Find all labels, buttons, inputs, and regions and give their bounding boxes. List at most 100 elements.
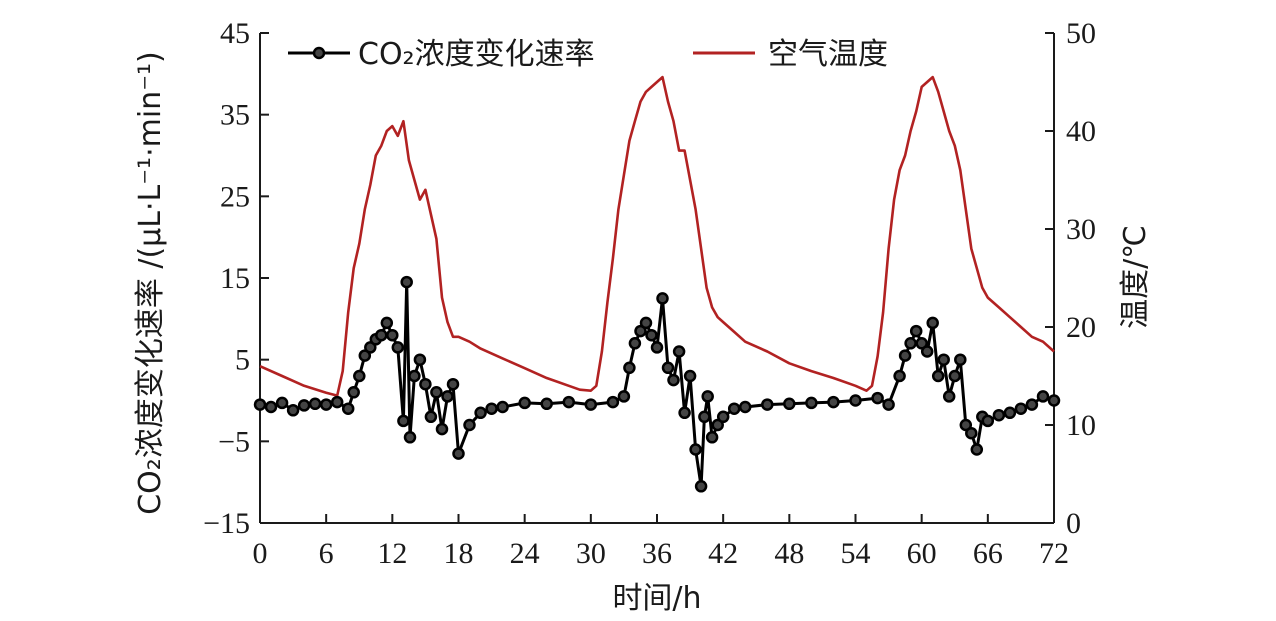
- axes: [259, 33, 1055, 524]
- series-line: [259, 280, 1055, 488]
- data-point: [540, 397, 553, 411]
- legend-temp-label: 空气温度: [768, 37, 888, 72]
- data-point: [364, 341, 377, 354]
- x-axis-ticks: 0 6 12 18 24 30 36 42 48 54 60 66 72: [253, 514, 1069, 570]
- data-point: [452, 447, 465, 460]
- data-point: [942, 390, 956, 403]
- data-point: [920, 345, 934, 358]
- data-point: [783, 397, 796, 411]
- data-point: [882, 398, 895, 411]
- data-point: [650, 341, 664, 354]
- data-point: [981, 414, 995, 428]
- data-point: [413, 353, 427, 366]
- right-tick-label: 0: [1066, 507, 1081, 540]
- data-point: [661, 361, 675, 375]
- data-point: [375, 328, 388, 342]
- x-axis-title: 时间/h: [612, 581, 701, 616]
- x-tick-label: 42: [708, 537, 738, 570]
- data-point: [954, 353, 967, 366]
- x-tick-label: 54: [841, 537, 871, 570]
- data-point: [496, 400, 509, 414]
- data-point: [926, 316, 939, 330]
- data-point: [485, 402, 498, 415]
- data-point: [672, 345, 686, 358]
- x-tick-label: 24: [510, 537, 540, 570]
- right-tick-label: 30: [1066, 213, 1096, 246]
- data-point: [678, 406, 691, 420]
- data-point: [827, 395, 840, 409]
- data-point: [1003, 406, 1017, 420]
- series-line: [259, 75, 1055, 397]
- data-point: [931, 369, 945, 383]
- data-point: [992, 408, 1006, 422]
- data-point: [347, 386, 360, 399]
- data-point: [463, 418, 476, 432]
- data-point: [893, 369, 906, 383]
- x-tick-label: 6: [319, 537, 334, 570]
- data-point: [391, 341, 405, 354]
- data-point: [446, 377, 460, 391]
- data-point: [711, 418, 724, 432]
- x-tick-label: 0: [253, 537, 268, 570]
- data-point: [297, 399, 311, 412]
- data-point: [623, 361, 636, 375]
- data-point: [639, 316, 653, 330]
- right-tick-label: 10: [1066, 409, 1096, 442]
- data-point: [1036, 390, 1050, 403]
- right-tick-label: 40: [1066, 115, 1096, 148]
- x-tick-label: 18: [444, 537, 474, 570]
- legend: CO₂浓度变化速率 空气温度: [288, 37, 888, 72]
- x-tick-label: 12: [377, 537, 407, 570]
- legend-co2-label: CO₂浓度变化速率: [358, 37, 595, 72]
- data-point: [441, 390, 454, 403]
- data-point: [606, 395, 620, 409]
- series-air-temperature: [259, 75, 1055, 397]
- left-y-axis-title: CO₂浓度变化速率 /(μL·L⁻¹·min⁻¹): [133, 51, 168, 515]
- x-tick-label: 66: [973, 537, 1003, 570]
- data-point: [628, 337, 642, 350]
- data-point: [634, 324, 647, 338]
- data-point: [397, 414, 410, 428]
- data-point: [400, 275, 413, 289]
- data-point: [435, 422, 449, 436]
- left-tick-label: 45: [220, 17, 250, 50]
- right-y-axis-title: 温度/℃: [1118, 225, 1153, 329]
- data-point: [386, 328, 399, 342]
- data-point: [408, 369, 421, 383]
- left-tick-label: 5: [235, 344, 250, 377]
- data-point: [319, 398, 333, 411]
- right-tick-label: 20: [1066, 311, 1096, 344]
- data-point: [904, 337, 917, 350]
- x-tick-label: 60: [907, 537, 937, 570]
- data-point: [698, 410, 711, 424]
- data-point: [705, 431, 719, 444]
- data-point: [727, 402, 741, 415]
- data-point: [694, 480, 708, 493]
- data-point: [805, 396, 818, 410]
- data-point: [959, 418, 973, 432]
- data-point: [474, 406, 487, 420]
- data-point: [965, 426, 978, 440]
- data-point: [683, 369, 697, 383]
- data-point: [716, 410, 730, 424]
- left-tick-label: 35: [220, 99, 250, 132]
- data-point: [264, 400, 278, 414]
- data-point: [380, 316, 394, 330]
- data-point: [562, 395, 576, 409]
- left-tick-label: 25: [220, 180, 250, 213]
- right-tick-label: 50: [1066, 17, 1096, 50]
- data-point: [849, 394, 862, 407]
- data-point: [430, 386, 443, 399]
- data-point: [948, 369, 962, 383]
- x-tick-label: 48: [774, 537, 804, 570]
- legend-co2-marker: [312, 46, 326, 60]
- data-point: [645, 328, 658, 342]
- left-axis-ticks: −15 −5 5 15 25 35 45: [203, 17, 269, 540]
- data-point: [1014, 402, 1028, 415]
- left-tick-label: 15: [220, 262, 250, 295]
- data-point: [656, 292, 669, 305]
- data-point: [1025, 398, 1039, 411]
- data-point: [909, 324, 923, 338]
- data-point: [353, 369, 366, 383]
